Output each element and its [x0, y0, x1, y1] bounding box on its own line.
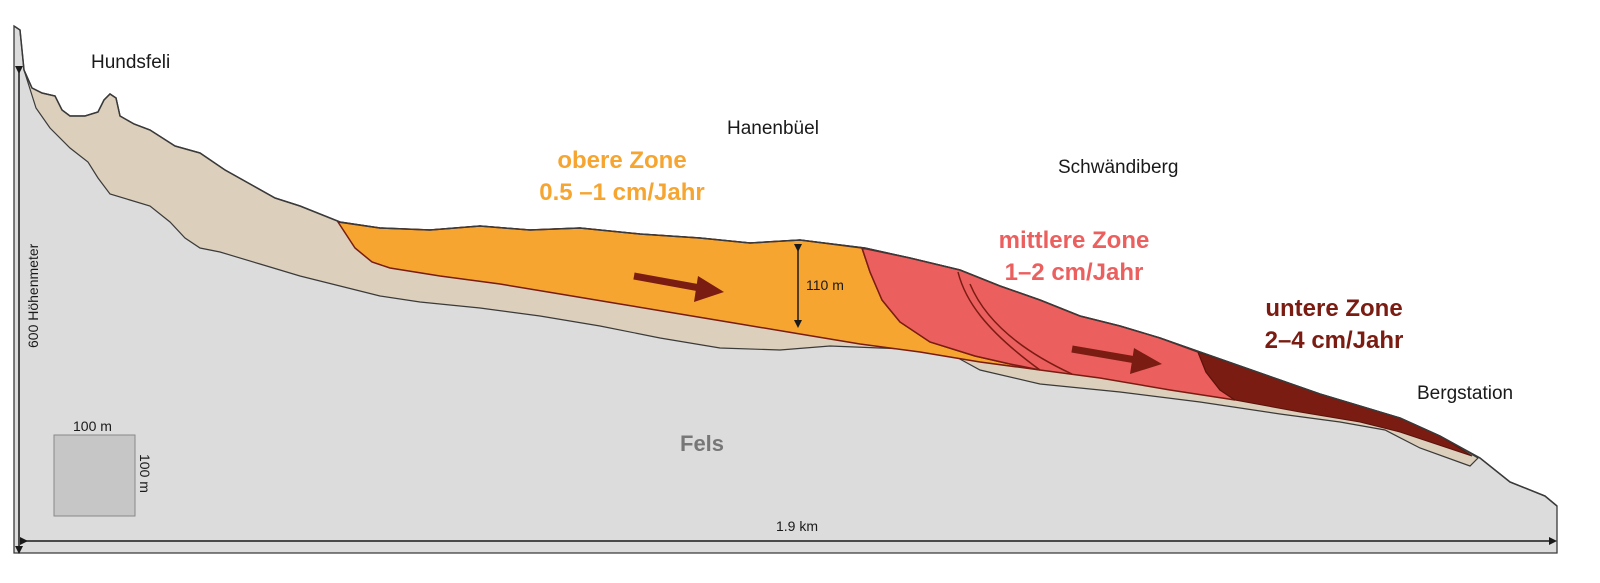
place-hundsfeli: Hundsfeli: [91, 52, 170, 73]
movement-arrow-middle: [1071, 345, 1162, 374]
place-hanenbuel: Hanenbüel: [727, 118, 819, 139]
rock-label: Fels: [680, 431, 724, 456]
lower-zone-name: untere Zone: [1265, 295, 1402, 322]
lower-zone-rate: 2–4 cm/Jahr: [1265, 327, 1404, 354]
scale-height-label: 100 m: [137, 454, 153, 493]
thickness-label: 110 m: [806, 277, 844, 293]
upper-zone-name: obere Zone: [557, 147, 686, 174]
middle-zone-name: mittlere Zone: [999, 227, 1150, 254]
place-schwaendiberg: Schwändiberg: [1058, 157, 1178, 178]
slip-surface-1: [957, 271, 1041, 371]
place-bergstation: Bergstation: [1417, 383, 1513, 404]
length-axis-label: 1.9 km: [776, 518, 818, 534]
upper-zone-rate: 0.5 –1 cm/Jahr: [539, 179, 704, 206]
slip-surface-2: [969, 283, 1073, 375]
height-axis-label: 600 Höhenmeter: [25, 243, 41, 348]
scale-width-label: 100 m: [73, 418, 112, 434]
scale-box: [53, 434, 136, 517]
middle-zone-rate: 1–2 cm/Jahr: [1005, 259, 1144, 286]
terrain-surface-line: [13, 25, 1558, 507]
movement-arrow-upper: [633, 272, 724, 302]
